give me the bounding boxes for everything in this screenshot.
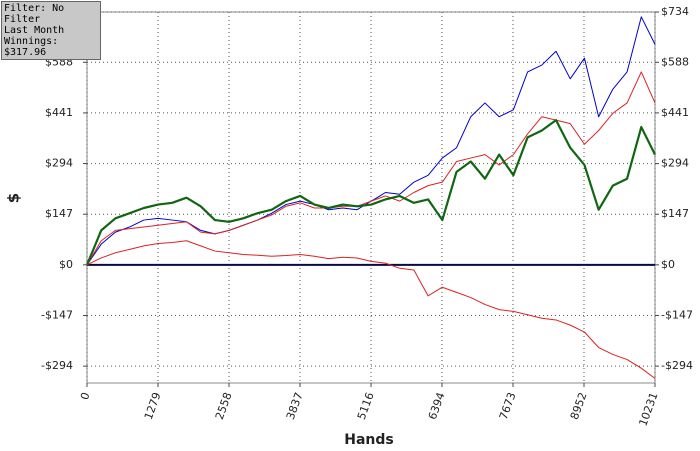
y2-tick-label: $294 [661,157,689,170]
y-tick-label: $0 [59,258,73,271]
x-tick-label: 7673 [497,391,519,422]
y-tick-label: -$294 [41,359,73,372]
x-tick-label: 6394 [426,391,448,422]
y-tick-label: $294 [45,157,73,170]
series-line [86,71,656,266]
y-tick-label: $441 [45,106,73,119]
y2-tick-label: $0 [661,258,675,271]
y2-tick-label: $147 [661,207,689,220]
x-tick-label: 0 [78,391,93,402]
x-tick-label: 2558 [213,391,235,422]
x-tick-label: 3837 [284,391,306,422]
info-line: Winnings: $317.96 [4,36,59,58]
y-tick-label: $147 [45,207,73,220]
y-axis-label: $ [5,193,23,203]
series-line [86,240,656,379]
y2-tick-label: $441 [661,106,689,119]
y2-tick-label: -$147 [661,308,693,321]
x-tick-label: 1279 [142,391,164,422]
x-tick-label: 5116 [355,391,377,422]
y-tick-label: -$147 [41,308,73,321]
y2-tick-label: -$294 [661,359,693,372]
info-line: Last Month [4,25,65,36]
x-tick-label: 10231 [636,391,660,428]
plot-frame [86,11,656,384]
y2-tick-label: $734 [661,5,689,18]
series-line [85,119,656,266]
y2-tick-label: $588 [661,55,689,68]
x-axis-label: Hands [344,432,394,448]
info-line: Filter: No Filter [4,3,65,25]
x-tick-label: 8952 [568,391,590,422]
info-box: Filter: No Filter Last Month Winnings: $… [1,1,101,60]
